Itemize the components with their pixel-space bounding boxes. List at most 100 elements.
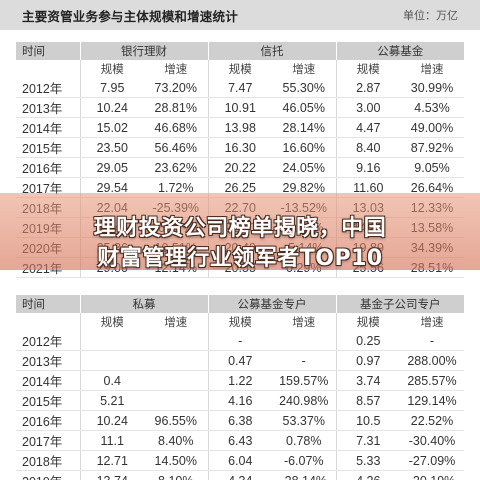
value-cell: 29.54 [79, 177, 144, 198]
sub-header: 增速 [164, 64, 188, 76]
value-cell: 12.71 [79, 450, 144, 471]
sub-header: 增速 [420, 317, 444, 329]
value-cell: 29.05 [79, 157, 144, 178]
value-cell: 46.68% [144, 117, 208, 138]
table-row: 2014年 0.4 1.22 159.57% 3.74 285.57% [16, 370, 464, 391]
sub-header: 增速 [292, 317, 316, 329]
value-cell: 6.43 [207, 430, 272, 451]
sub-header: 增速 [420, 64, 444, 76]
value-cell: 3.00 [335, 97, 400, 118]
sub-header-empty [16, 313, 80, 331]
headline-line-2: 财富管理行业领军者TOP10 [97, 246, 383, 271]
table-row: 2013年 10.24 28.81% 10.91 46.05% 3.00 4.53% [16, 97, 464, 118]
sub-header: 规模 [79, 60, 144, 78]
value-cell: 240.98% [272, 390, 336, 411]
value-cell: 4.53% [400, 97, 464, 118]
value-cell: -30.40% [400, 430, 464, 451]
table-row: 2014年 15.02 46.68% 13.98 28.14% 4.47 49.00% [16, 117, 464, 138]
value-cell: 8.57 [335, 390, 400, 411]
value-cell: -6.07% [272, 450, 336, 471]
table-row: 2015年 5.21 4.16 240.98% 8.57 129.14% [16, 390, 464, 411]
headline-banner [0, 193, 480, 270]
value-cell [79, 350, 144, 371]
table-row: 2015年 23.50 56.46% 16.30 16.60% 8.40 87.92% [16, 137, 464, 158]
year-cell: 2014年 [16, 117, 80, 138]
value-cell: 7.31 [335, 430, 400, 451]
value-cell: 26.64% [400, 177, 464, 198]
unit-label: 单位：万亿 [403, 9, 458, 22]
value-cell [144, 390, 208, 411]
value-cell: 10.24 [79, 97, 144, 118]
value-cell: 7.95 [79, 78, 144, 98]
headline-line-1: 理财投资公司榜单揭晓，中国 [93, 216, 387, 241]
table-row: 2017年 11.1 8.40% 6.43 0.78% 7.31 -30.40% [16, 430, 464, 451]
page-title: 主要资管业务参与主体规模和增速统计 [22, 9, 238, 24]
value-cell: 10.91 [207, 97, 272, 118]
value-cell: 0.25 [335, 331, 400, 351]
value-cell: 20.22 [207, 157, 272, 178]
year-cell: 2012年 [16, 78, 80, 98]
value-cell: 6.04 [207, 450, 272, 471]
group-header-row: 时间 银行理财 信托 公募基金 [16, 42, 464, 60]
value-cell [144, 331, 208, 351]
value-cell: 4.26 [335, 470, 400, 480]
value-cell: 288.00% [400, 350, 464, 371]
sub-header-row: 规模 增速 规模 增速 规模 增速 [16, 313, 464, 331]
value-cell: 73.20% [144, 78, 208, 98]
group-header: 公募基金专户 [207, 295, 336, 313]
value-cell: 8.10% [144, 470, 208, 480]
value-cell: 159.57% [272, 370, 336, 391]
group-header: 私募 [79, 295, 208, 313]
sub-header: 规模 [207, 313, 272, 331]
value-cell: 0.78% [272, 430, 336, 451]
value-cell: 24.05% [272, 157, 336, 178]
value-cell: -27.09% [400, 450, 464, 471]
table-row: 2013年 0.47-0.97 288.00% [16, 350, 464, 371]
year-cell: 2017年 [16, 430, 80, 451]
value-cell: 6.38 [207, 410, 272, 431]
value-cell: 30.99% [400, 78, 464, 98]
value-cell: 10.5 [335, 410, 400, 431]
value-cell: 13.98 [207, 117, 272, 138]
value-cell: 28.14% [272, 117, 336, 138]
value-cell: -28.14% [272, 470, 336, 480]
year-cell: 2016年 [16, 157, 80, 178]
column-header-time: 时间 [16, 42, 80, 60]
value-cell: - [207, 331, 272, 351]
value-cell: 8.40% [144, 430, 208, 451]
sub-header-row: 规模 增速 规模 增速 规模 增速 [16, 60, 464, 78]
value-cell: 4.16 [207, 390, 272, 411]
value-cell: 285.57% [400, 370, 464, 391]
value-cell: 87.92% [400, 137, 464, 158]
value-cell: 11.1 [79, 430, 144, 451]
value-cell: -20.19% [400, 470, 464, 480]
year-cell: 2013年 [16, 97, 80, 118]
group-header: 信托 [207, 42, 336, 60]
year-cell: 2015年 [16, 390, 80, 411]
table-row: 2018年 12.71 14.50% 6.04 -6.07% 5.33 -27.09% [16, 450, 464, 471]
year-cell: 2014年 [16, 370, 80, 391]
table-row: 2016年 29.05 23.62% 20.22 24.05% 9.16 9.05% [16, 157, 464, 178]
value-cell: 15.02 [79, 117, 144, 138]
table-row: 2017年 29.54 1.72% 26.25 29.82% 11.60 26.64% [16, 177, 464, 198]
value-cell: 22.52% [400, 410, 464, 431]
table-row: 2019年13.748.10%4.34-28.14%4.26-20.19% [16, 470, 464, 480]
value-cell: 3.74 [335, 370, 400, 391]
value-cell: 5.33 [335, 450, 400, 471]
value-cell: 2.87 [335, 78, 400, 98]
value-cell: 28.81% [144, 97, 208, 118]
year-cell: 2012年 [16, 331, 80, 351]
sub-header: 增速 [292, 64, 316, 76]
value-cell: 1.22 [207, 370, 272, 391]
year-cell: 2019年 [16, 470, 80, 480]
value-cell: 53.37% [272, 410, 336, 431]
sub-header-empty [16, 60, 80, 78]
value-cell: 8.40 [335, 137, 400, 158]
value-cell: 11.60 [335, 177, 400, 198]
value-cell: 10.24 [79, 410, 144, 431]
group-header: 公募基金 [335, 42, 464, 60]
column-header-time: 时间 [16, 295, 80, 313]
value-cell: 5.21 [79, 390, 144, 411]
value-cell: 7.47 [207, 78, 272, 98]
table-private-special-accounts: 时间 私募 公募基金专户 基金子公司专户 规模 增速 规模 增速 规模 增速 2012年 -0.25-… [16, 295, 464, 480]
